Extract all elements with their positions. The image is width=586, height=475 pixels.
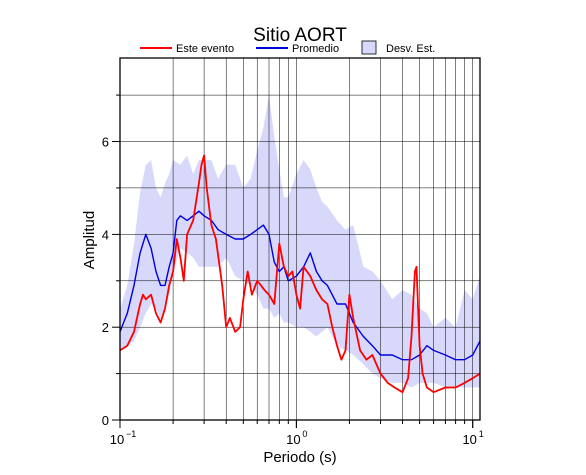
- legend-swatch-desv-est: [361, 40, 377, 55]
- x-tick-label: 10: [110, 432, 124, 447]
- y-axis: 0 2 4 6: [102, 94, 120, 428]
- y-axis-label: Amplitud: [81, 211, 98, 269]
- x-tick-label: 10: [286, 432, 300, 447]
- y-tick-label: 2: [102, 320, 109, 335]
- legend-label-desv-est: Desv. Est.: [386, 43, 435, 55]
- legend: Este evento Promedio Desv. Est.: [140, 40, 435, 55]
- y-tick-label: 0: [102, 413, 109, 428]
- x-tick-exponent: −1: [126, 429, 136, 439]
- x-tick-exponent: 1: [479, 429, 484, 439]
- plot-frame: [119, 57, 481, 421]
- y-tick-label: 4: [102, 227, 109, 242]
- std-dev-band: [120, 95, 480, 388]
- x-axis: 10 −1 10 0 10 1: [110, 420, 484, 447]
- legend-label-este-evento: Este evento: [176, 43, 234, 55]
- promedio-line: [119, 210, 481, 361]
- x-tick-label: 10: [462, 432, 476, 447]
- std-dev-band-layer: [120, 95, 480, 388]
- y-tick-label: 6: [102, 135, 109, 150]
- x-axis-label: Periodo (s): [263, 449, 336, 466]
- x-tick-exponent: 0: [302, 429, 307, 439]
- chart-title: Sitio AORT: [253, 25, 347, 46]
- series-layer: [119, 154, 481, 394]
- legend-label-promedio: Promedio: [292, 43, 339, 55]
- este-evento-line: [119, 154, 481, 394]
